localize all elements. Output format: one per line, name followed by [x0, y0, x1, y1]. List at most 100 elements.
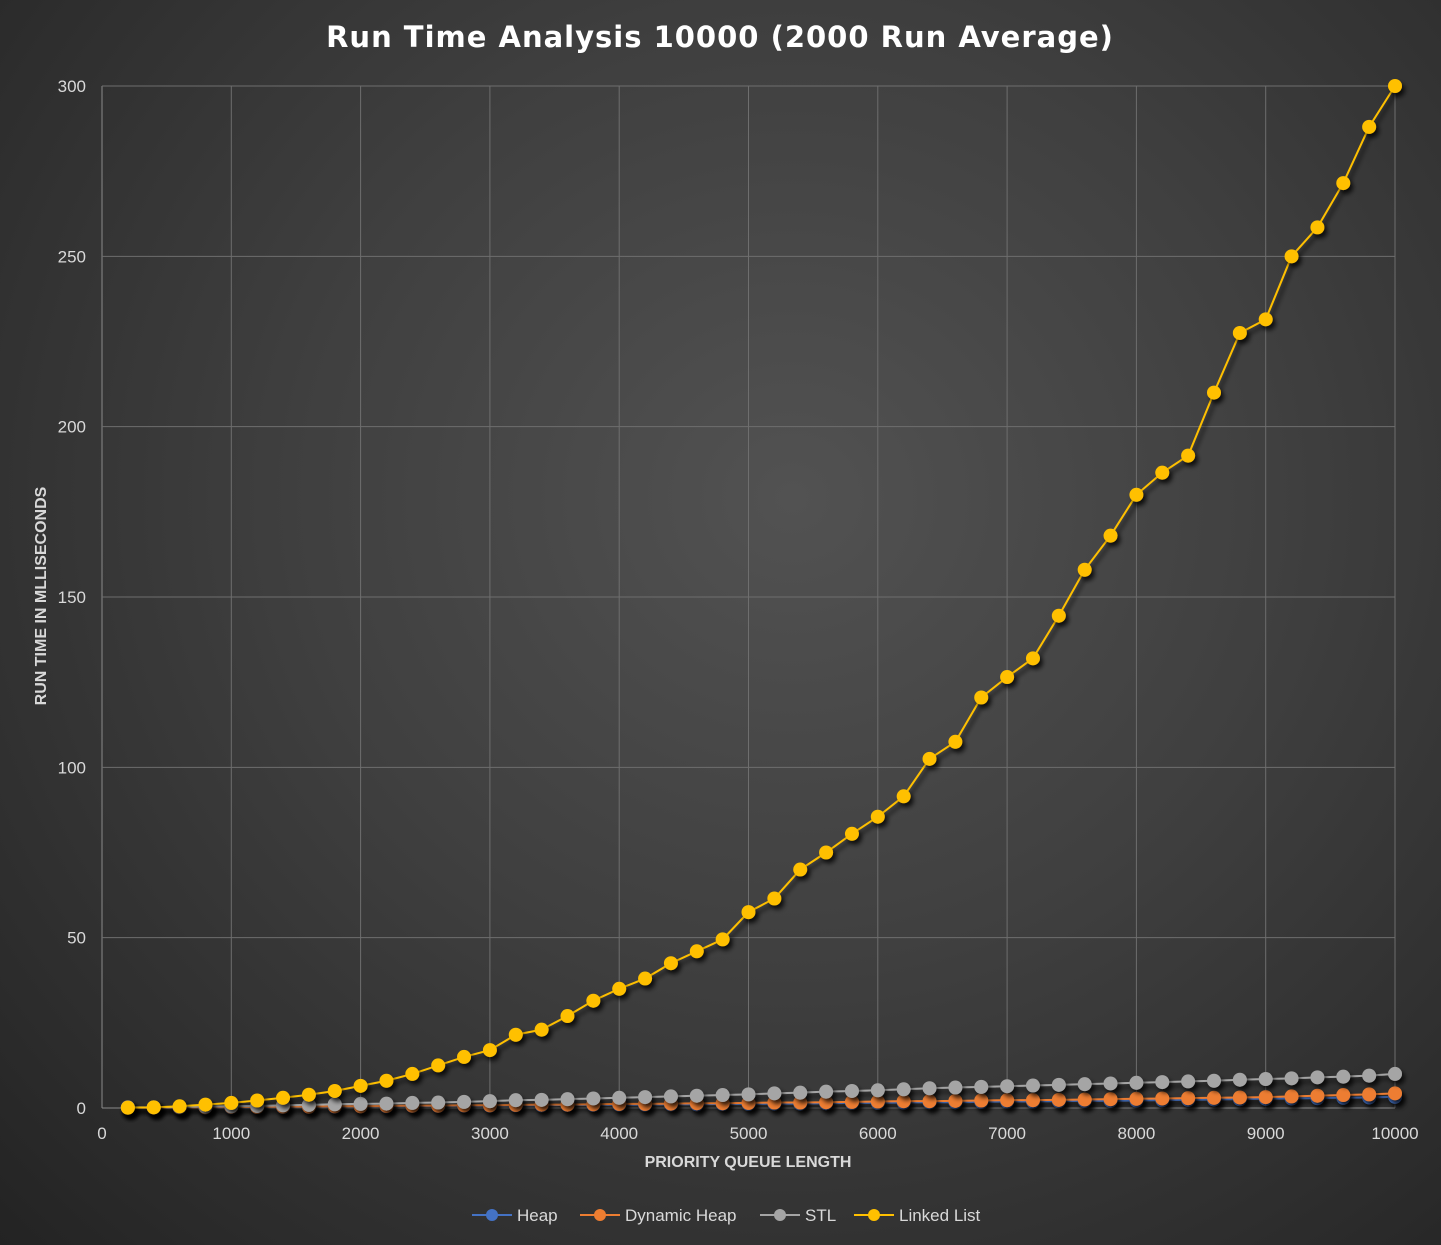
data-point-stl — [1000, 1079, 1015, 1094]
data-point-stl — [689, 1088, 704, 1103]
data-point-dynamic-heap — [1258, 1090, 1273, 1105]
data-point-stl — [1336, 1069, 1351, 1084]
data-point-dynamic-heap — [922, 1094, 937, 1109]
data-point-linked-list — [1000, 670, 1015, 685]
data-point-stl — [922, 1081, 937, 1096]
y-tick-label: 0 — [77, 1099, 86, 1118]
data-point-linked-list — [612, 981, 627, 996]
series-linked-list — [120, 79, 1402, 1115]
data-point-stl — [767, 1086, 782, 1101]
data-point-dynamic-heap — [1310, 1088, 1325, 1103]
y-tick-label: 200 — [58, 418, 86, 437]
data-point-linked-list — [819, 845, 834, 860]
data-point-linked-list — [715, 932, 730, 947]
data-point-stl — [1232, 1072, 1247, 1087]
data-point-stl — [974, 1079, 989, 1094]
x-tick-label: 5000 — [730, 1124, 768, 1143]
data-point-linked-list — [482, 1043, 497, 1058]
x-tick-label: 9000 — [1247, 1124, 1285, 1143]
y-tick-label: 50 — [67, 929, 86, 948]
data-point-linked-list — [198, 1097, 213, 1112]
data-point-dynamic-heap — [948, 1093, 963, 1108]
data-point-linked-list — [276, 1090, 291, 1105]
data-point-linked-list — [534, 1022, 549, 1037]
data-point-stl — [482, 1094, 497, 1109]
data-point-dynamic-heap — [1206, 1090, 1221, 1105]
data-point-dynamic-heap — [1025, 1093, 1040, 1108]
y-tick-label: 250 — [58, 247, 86, 266]
data-point-linked-list — [327, 1083, 342, 1098]
data-point-linked-list — [948, 734, 963, 749]
data-point-dynamic-heap — [896, 1094, 911, 1109]
legend-item-dynamic-heap[interactable]: Dynamic Heap — [580, 1206, 737, 1225]
data-point-linked-list — [405, 1066, 420, 1081]
legend-label: STL — [805, 1206, 836, 1225]
data-point-linked-list — [844, 826, 859, 841]
data-point-linked-list — [1310, 220, 1325, 235]
data-point-dynamic-heap — [1362, 1087, 1377, 1102]
data-point-linked-list — [379, 1073, 394, 1088]
data-point-linked-list — [1155, 465, 1170, 480]
data-point-dynamic-heap — [793, 1095, 808, 1110]
data-point-linked-list — [741, 905, 756, 920]
legend-item-stl[interactable]: STL — [760, 1206, 836, 1225]
y-tick-label: 150 — [58, 588, 86, 607]
y-axis-label: RUN TIME IN MLLISECONDS — [33, 486, 50, 705]
x-axis-label: PRIORITY QUEUE LENGTH — [645, 1154, 852, 1171]
data-point-linked-list — [1181, 448, 1196, 463]
data-point-linked-list — [663, 956, 678, 971]
data-point-linked-list — [1206, 385, 1221, 400]
data-point-linked-list — [172, 1099, 187, 1114]
data-point-stl — [948, 1080, 963, 1095]
data-point-stl — [1310, 1070, 1325, 1085]
data-point-linked-list — [1388, 79, 1402, 93]
x-tick-label: 2000 — [342, 1124, 380, 1143]
data-point-linked-list — [896, 789, 911, 804]
data-point-dynamic-heap — [974, 1093, 989, 1108]
data-point-linked-list — [689, 944, 704, 959]
data-point-stl — [819, 1084, 834, 1099]
data-point-linked-list — [250, 1093, 265, 1108]
data-point-linked-list — [1103, 528, 1118, 543]
data-point-linked-list — [1258, 312, 1273, 327]
data-point-dynamic-heap — [1232, 1090, 1247, 1105]
data-point-stl — [715, 1088, 730, 1103]
data-point-linked-list — [1077, 562, 1092, 577]
data-point-dynamic-heap — [1000, 1093, 1015, 1108]
data-point-linked-list — [457, 1049, 472, 1064]
data-point-stl — [508, 1093, 523, 1108]
data-point-stl — [327, 1097, 342, 1112]
data-point-linked-list — [508, 1027, 523, 1042]
x-tick-label: 1000 — [212, 1124, 250, 1143]
data-point-stl — [1362, 1068, 1377, 1083]
legend-item-linked-list[interactable]: Linked List — [854, 1206, 981, 1225]
data-point-stl — [1051, 1077, 1066, 1092]
data-point-stl — [1258, 1072, 1273, 1087]
data-point-linked-list — [767, 891, 782, 906]
data-point-stl — [1129, 1075, 1144, 1090]
data-point-stl — [457, 1094, 472, 1109]
data-point-stl — [663, 1089, 678, 1104]
data-point-stl — [1155, 1075, 1170, 1090]
data-point-linked-list — [224, 1095, 239, 1110]
data-point-linked-list — [586, 993, 601, 1008]
legend-item-heap[interactable]: Heap — [472, 1206, 558, 1225]
legend: Heap Dynamic Heap STL Linked List — [472, 1206, 981, 1225]
legend-marker — [774, 1209, 786, 1221]
data-point-stl — [1206, 1073, 1221, 1088]
series-group — [120, 79, 1402, 1115]
legend-marker — [594, 1209, 606, 1221]
data-point-linked-list — [870, 809, 885, 824]
data-point-dynamic-heap — [1388, 1086, 1402, 1101]
x-tick-label: 6000 — [859, 1124, 897, 1143]
x-tick-label: 8000 — [1117, 1124, 1155, 1143]
data-point-stl — [534, 1092, 549, 1107]
data-point-linked-list — [353, 1078, 368, 1093]
data-point-linked-list — [1362, 119, 1377, 134]
data-point-stl — [1103, 1076, 1118, 1091]
data-point-linked-list — [922, 751, 937, 766]
data-point-dynamic-heap — [1051, 1092, 1066, 1107]
data-point-stl — [301, 1097, 316, 1112]
data-point-stl — [844, 1083, 859, 1098]
data-point-dynamic-heap — [1103, 1092, 1118, 1107]
